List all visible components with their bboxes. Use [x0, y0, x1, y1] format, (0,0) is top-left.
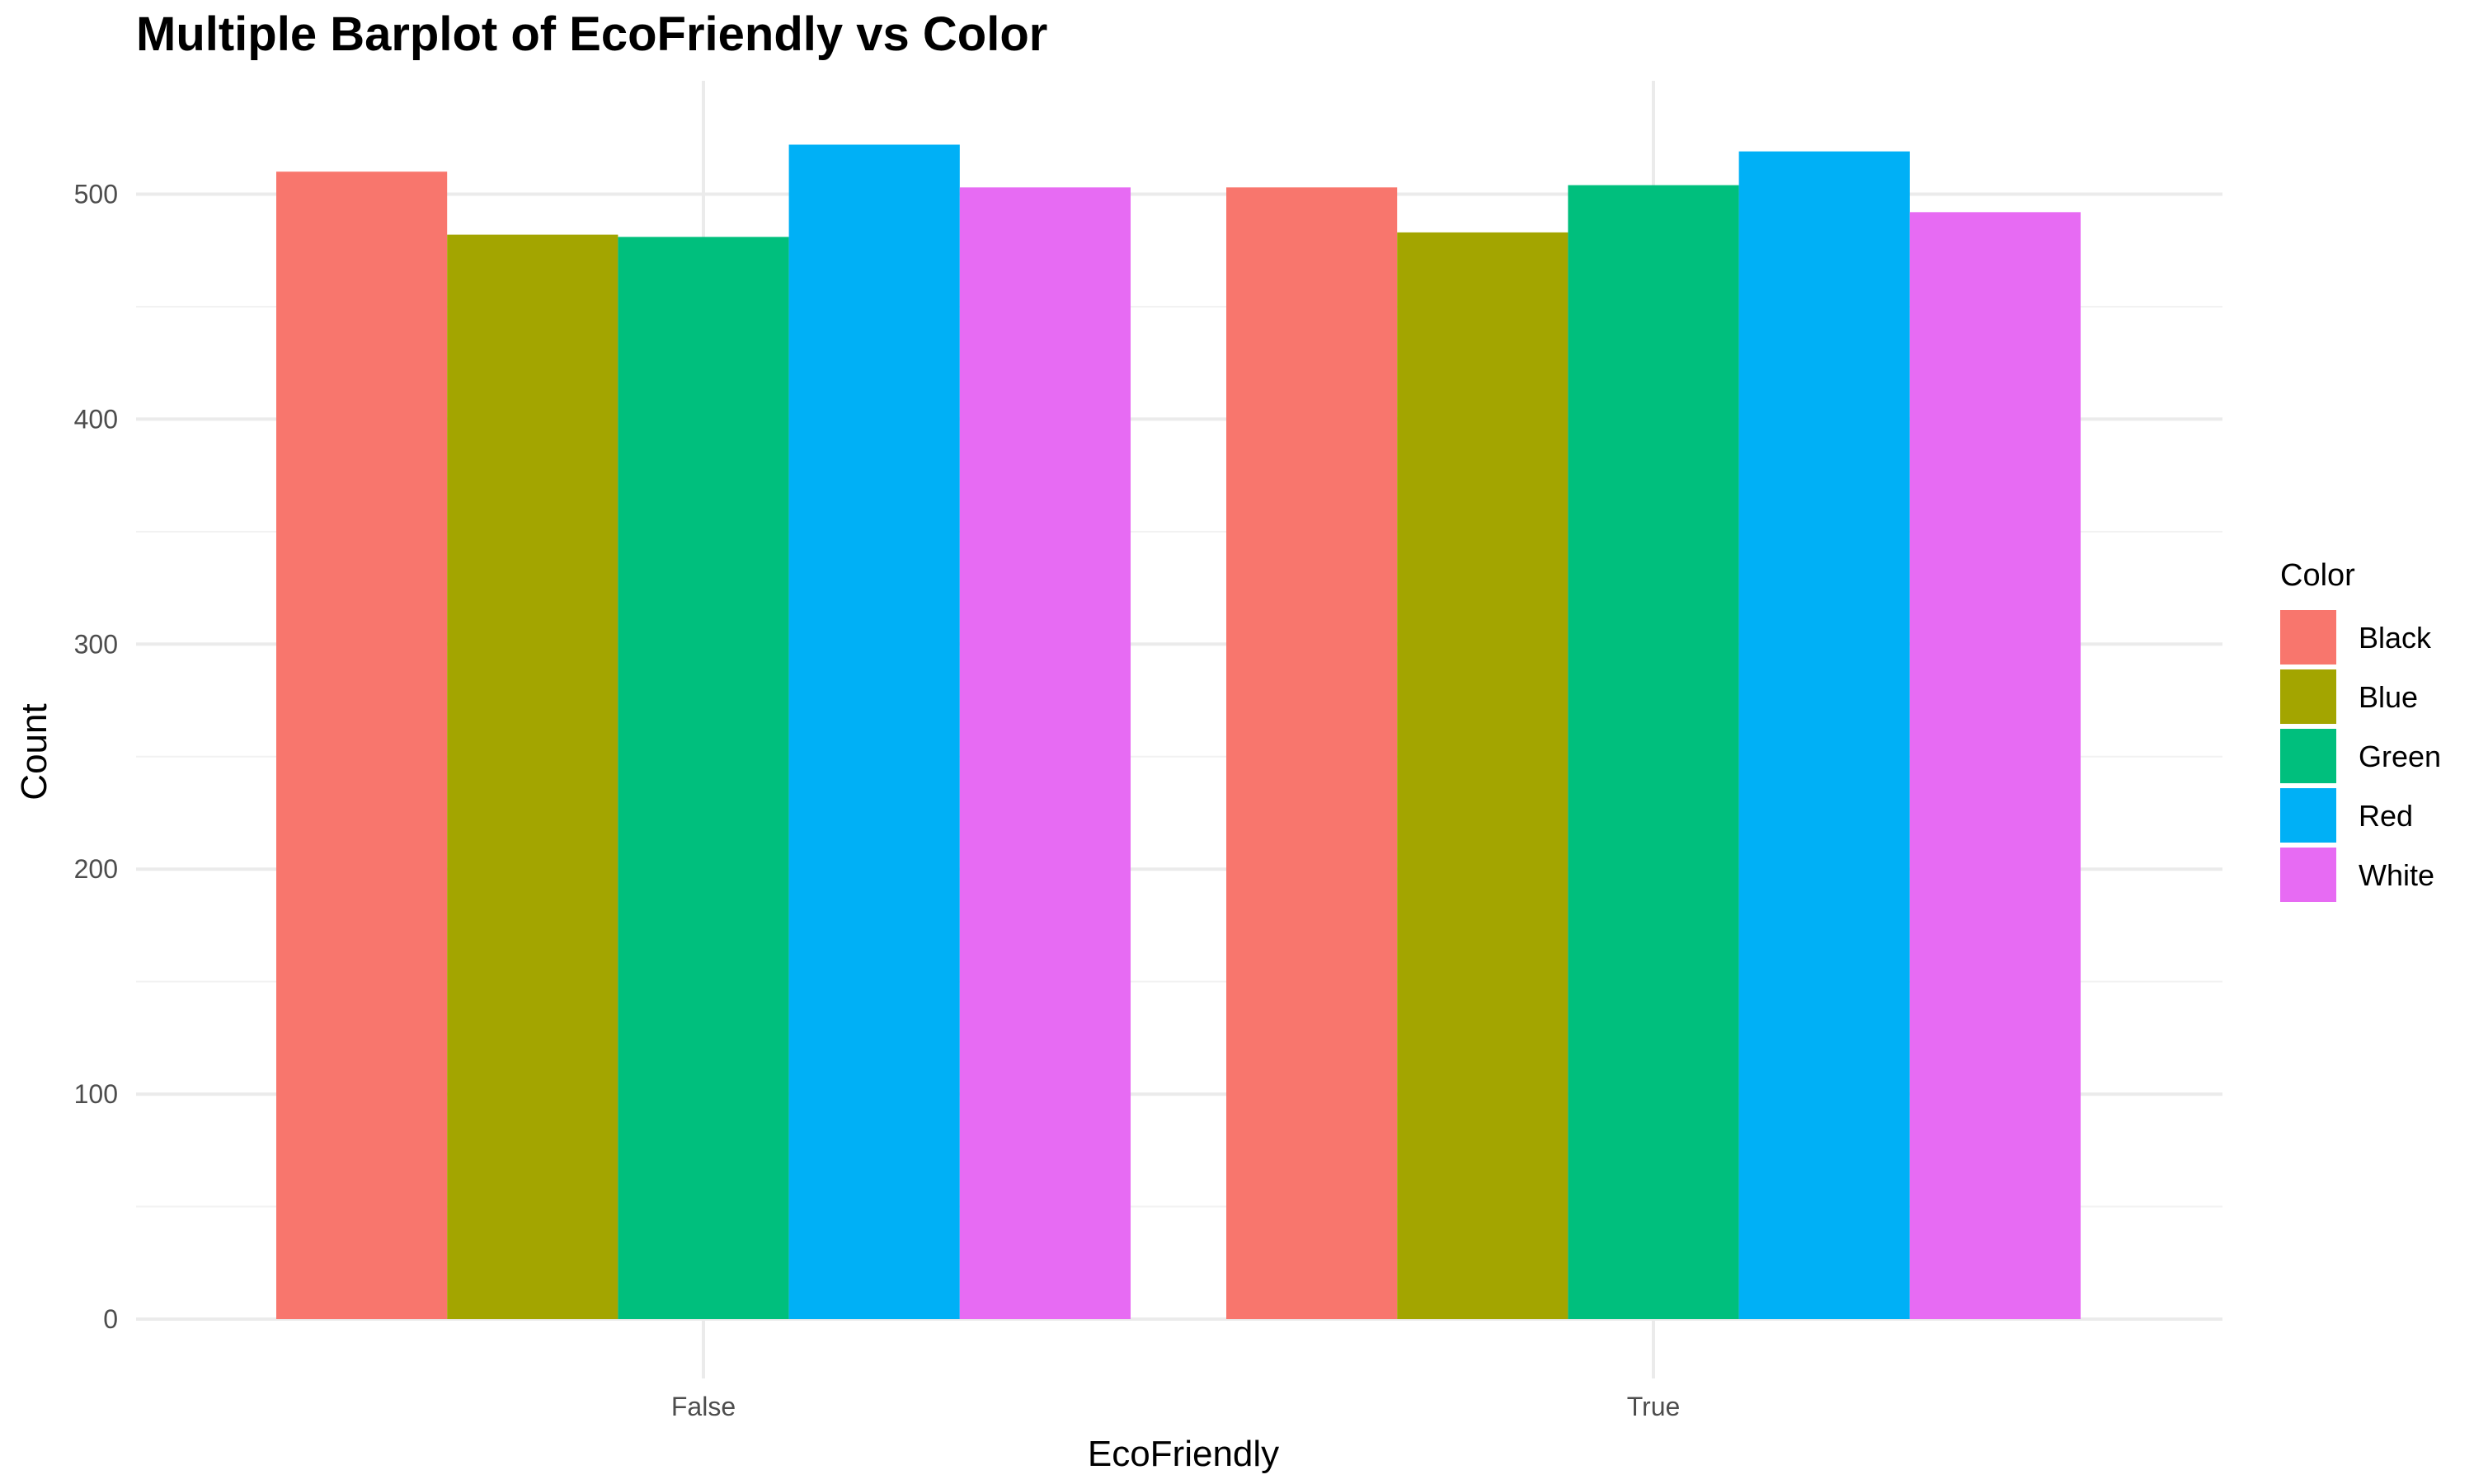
- legend-swatch: [2280, 848, 2336, 902]
- x-tick-label: False: [671, 1392, 736, 1421]
- legend-swatch: [2280, 788, 2336, 843]
- bar-true-black: [1226, 187, 1398, 1320]
- y-tick-labels: 0 100 200 300 400 500: [74, 180, 118, 1335]
- bar-true-blue: [1397, 232, 1569, 1319]
- legend-items: Black Blue Green Red White: [2280, 610, 2441, 902]
- y-tick-label: 500: [74, 180, 118, 209]
- bar-true-red: [1738, 151, 1910, 1319]
- legend-item-blue: Blue: [2280, 669, 2418, 724]
- y-axis-title: Count: [14, 703, 54, 800]
- legend-label: Green: [2359, 740, 2441, 773]
- y-tick-label: 0: [103, 1304, 118, 1334]
- bar-false-blue: [447, 234, 618, 1319]
- y-tick-label: 300: [74, 629, 118, 659]
- bar-true-white: [1909, 212, 2081, 1319]
- x-tick-label: True: [1627, 1392, 1681, 1421]
- y-tick-label: 400: [74, 404, 118, 434]
- x-tick-labels: False True: [671, 1392, 1680, 1421]
- legend-item-black: Black: [2280, 610, 2432, 665]
- chart-title: Multiple Barplot of EcoFriendly vs Color: [136, 7, 1048, 61]
- bar-false-red: [788, 144, 960, 1319]
- legend-item-white: White: [2280, 848, 2434, 902]
- legend-label: Black: [2359, 621, 2432, 655]
- legend-item-green: Green: [2280, 729, 2441, 783]
- legend-swatch: [2280, 729, 2336, 783]
- legend-item-red: Red: [2280, 788, 2413, 843]
- bar-true-green: [1568, 185, 1739, 1320]
- legend-swatch: [2280, 610, 2336, 665]
- y-tick-label: 200: [74, 854, 118, 884]
- legend: Color Black Blue Green Red White: [2280, 558, 2441, 902]
- legend-swatch: [2280, 669, 2336, 724]
- legend-label: White: [2359, 858, 2434, 892]
- y-tick-label: 100: [74, 1079, 118, 1109]
- legend-title: Color: [2280, 558, 2355, 593]
- legend-label: Blue: [2359, 680, 2418, 714]
- bar-false-black: [276, 171, 448, 1320]
- bar-false-green: [618, 237, 789, 1319]
- bars-layer: [276, 144, 2081, 1320]
- x-axis-title: EcoFriendly: [1088, 1434, 1279, 1474]
- bar-false-white: [959, 187, 1131, 1320]
- legend-label: Red: [2359, 799, 2413, 833]
